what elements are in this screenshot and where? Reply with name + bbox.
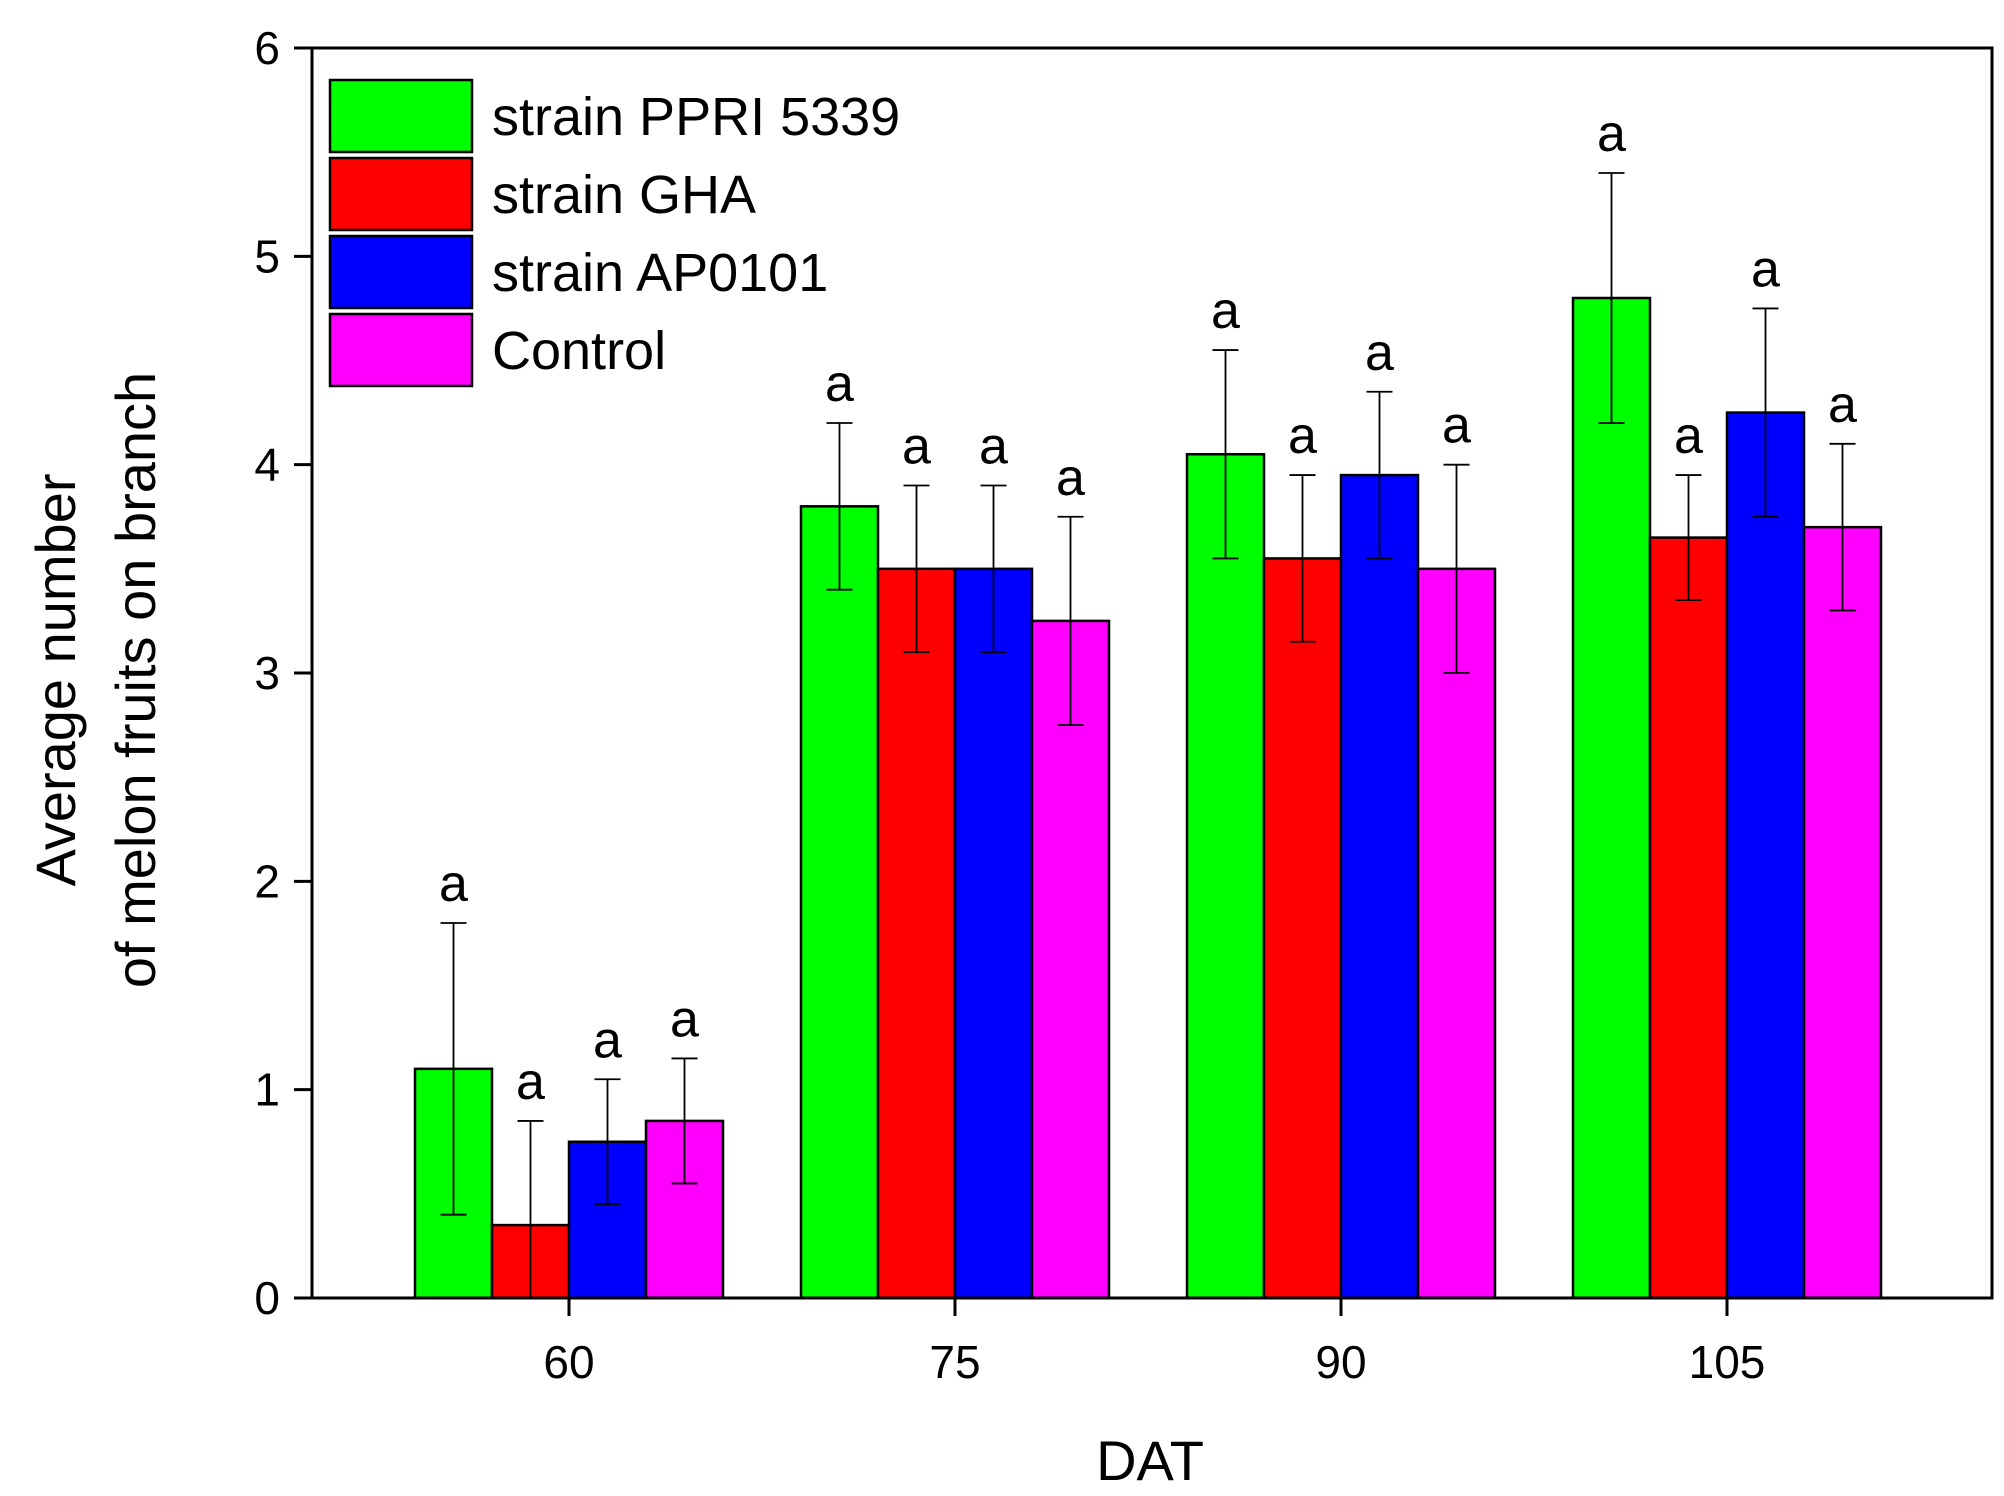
- significance-label-90-series-2: a: [1365, 324, 1394, 382]
- significance-label-105-series-1: a: [1674, 407, 1703, 465]
- bar-60-series-3: [644, 1119, 725, 1300]
- x-tick-label-60: 60: [543, 1336, 594, 1388]
- significance-label-75-series-0: a: [825, 355, 854, 413]
- x-axis-label: DAT: [1096, 1429, 1204, 1492]
- legend-swatch-series-1: [328, 156, 474, 232]
- y-axis: 0 1 2 3 4 5 6: [254, 22, 312, 1324]
- bar-105-series-1: [1648, 536, 1729, 1300]
- significance-label-105-series-2: a: [1751, 240, 1780, 298]
- significance-label-75-series-3: a: [1056, 449, 1085, 507]
- error-bars-layer: [440, 172, 1856, 1299]
- bar-75-series-1: [876, 567, 957, 1300]
- significance-label-90-series-1: a: [1288, 407, 1317, 465]
- x-axis: 60 75 90 105: [543, 1298, 1765, 1388]
- bar-75-series-2: [953, 567, 1034, 1300]
- y-tick-label-4: 4: [254, 439, 280, 491]
- significance-label-60-series-0: a: [439, 855, 468, 913]
- y-tick-label-1: 1: [254, 1064, 280, 1116]
- bar-90-series-2: [1339, 473, 1420, 1300]
- significance-label-60-series-1: a: [516, 1053, 545, 1111]
- y-tick-label-5: 5: [254, 230, 280, 282]
- legend-swatch-series-2: [328, 234, 474, 310]
- bar-105-series-2: [1725, 411, 1806, 1300]
- x-tick-label-75: 75: [929, 1336, 980, 1388]
- significance-label-75-series-2: a: [979, 418, 1008, 476]
- legend: strain PPRI 5339 strain GHA strain AP0101 C…: [328, 78, 900, 388]
- y-tick-label-3: 3: [254, 647, 280, 699]
- bar-75-series-0: [799, 505, 880, 1300]
- x-tick-label-105: 105: [1689, 1336, 1766, 1388]
- y-tick-label-0: 0: [254, 1272, 280, 1324]
- y-tick-label-2: 2: [254, 855, 280, 907]
- bar-90-series-0: [1185, 453, 1266, 1300]
- legend-label-series-0: strain PPRI 5339: [492, 87, 900, 147]
- bar-90-series-1: [1262, 557, 1343, 1300]
- legend-label-series-3: Control: [492, 321, 666, 381]
- y-axis-label-line-1: Average number: [24, 474, 87, 887]
- significance-label-75-series-1: a: [902, 418, 931, 476]
- bar-105-series-3: [1802, 525, 1883, 1300]
- significance-label-105-series-3: a: [1828, 376, 1857, 434]
- significance-label-60-series-2: a: [593, 1011, 622, 1069]
- x-tick-label-90: 90: [1315, 1336, 1366, 1388]
- significance-label-60-series-3: a: [670, 990, 699, 1048]
- bars-layer: [413, 296, 1883, 1300]
- y-axis-label-line-2: of melon fruits on branch: [104, 372, 167, 988]
- legend-swatch-series-3: [328, 312, 474, 388]
- legend-label-series-1: strain GHA: [492, 165, 756, 225]
- significance-label-105-series-0: a: [1597, 105, 1626, 163]
- legend-label-series-2: strain AP0101: [492, 243, 828, 303]
- significance-label-90-series-3: a: [1442, 397, 1471, 455]
- y-tick-label-6: 6: [254, 22, 280, 74]
- legend-swatch-series-0: [328, 78, 474, 154]
- significance-label-90-series-0: a: [1211, 282, 1240, 340]
- bar-90-series-3: [1416, 567, 1497, 1300]
- bar-105-series-0: [1571, 296, 1652, 1300]
